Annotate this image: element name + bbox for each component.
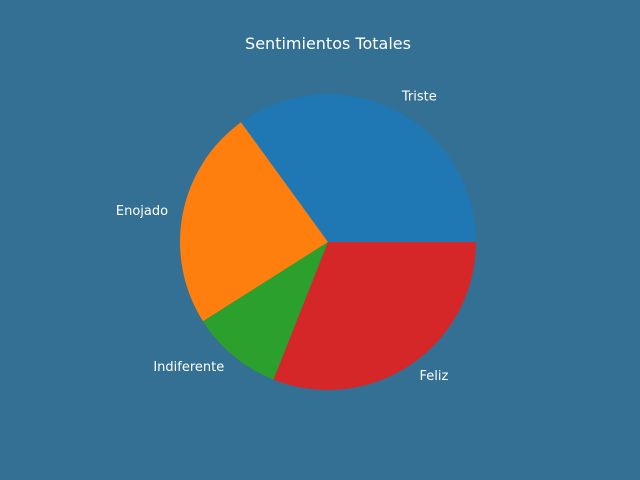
pie-slice-enojado (180, 122, 328, 322)
pie-slice-triste (241, 94, 477, 242)
pie-label-enojado: Enojado (116, 204, 168, 219)
pie-labels: Triste Enojado Indiferente Feliz (116, 89, 449, 384)
pie-slices (180, 94, 477, 391)
pie-label-indiferente: Indiferente (153, 360, 224, 375)
chart-title: Sentimientos Totales (245, 34, 411, 53)
pie-label-feliz: Feliz (420, 369, 449, 384)
pie-label-triste: Triste (401, 89, 437, 104)
pie-slice-feliz (273, 242, 476, 391)
pie-slice-indiferente (203, 242, 328, 380)
